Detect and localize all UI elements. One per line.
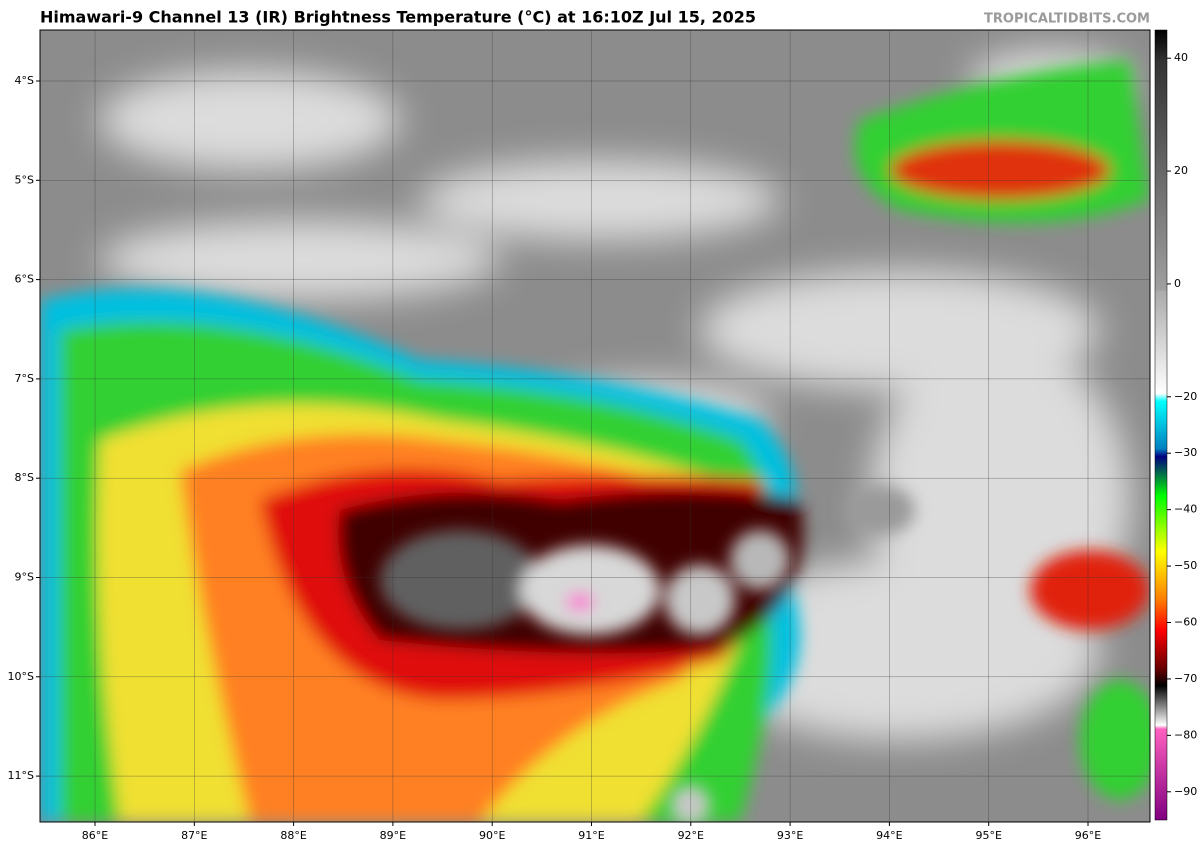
credit: TROPICALTIDBITS.COM xyxy=(984,12,1150,27)
colorbar-label: −30 xyxy=(1174,446,1197,459)
colorbar-label: −60 xyxy=(1174,616,1197,629)
map-frame xyxy=(39,29,1151,823)
lon-label: 88°E xyxy=(280,829,306,842)
lat-label: 11°S xyxy=(8,769,34,782)
colorbar-label: −90 xyxy=(1174,785,1197,798)
lon-label: 86°E xyxy=(82,829,108,842)
lat-label: 5°S xyxy=(15,173,34,186)
colorbar-label: −70 xyxy=(1174,672,1197,685)
lon-label: 90°E xyxy=(479,829,505,842)
lon-label: 87°E xyxy=(181,829,207,842)
satellite-image xyxy=(40,30,1150,822)
lon-label: 89°E xyxy=(380,829,406,842)
lon-label: 91°E xyxy=(578,829,604,842)
lon-label: 92°E xyxy=(678,829,704,842)
lon-label: 93°E xyxy=(777,829,803,842)
colorbar-label: −20 xyxy=(1174,390,1197,403)
lat-label: 6°S xyxy=(15,273,34,286)
colorbar-label: 20 xyxy=(1174,164,1188,177)
lon-label: 94°E xyxy=(876,829,902,842)
lon-label: 95°E xyxy=(975,829,1001,842)
colorbar xyxy=(1154,29,1168,821)
colorbar-label: −50 xyxy=(1174,559,1197,572)
lon-label: 96°E xyxy=(1075,829,1101,842)
lat-label: 8°S xyxy=(15,471,34,484)
lat-label: 7°S xyxy=(15,372,34,385)
lat-label: 4°S xyxy=(15,74,34,87)
colorbar-label: 40 xyxy=(1174,51,1188,64)
lat-label: 10°S xyxy=(8,670,34,683)
lat-label: 9°S xyxy=(15,571,34,584)
colorbar-label: −80 xyxy=(1174,728,1197,741)
colorbar-label: 0 xyxy=(1174,277,1181,290)
title: Himawari-9 Channel 13 (IR) Brightness Te… xyxy=(40,8,756,27)
colorbar-label: −40 xyxy=(1174,503,1197,516)
